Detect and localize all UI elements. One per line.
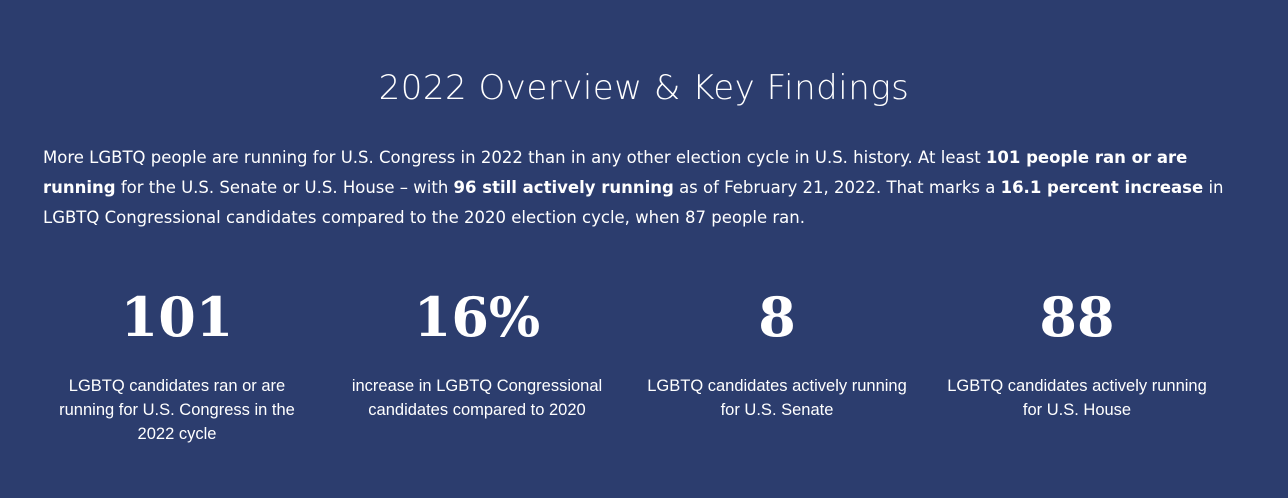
intro-highlight-percent: 16.1 percent increase: [1000, 178, 1204, 197]
stat-value: 16%: [413, 285, 541, 349]
stat-senate-candidates: 8 LGBTQ candidates actively running for …: [627, 286, 927, 422]
stat-total-candidates: 101 LGBTQ candidates ran or are running …: [27, 286, 327, 446]
stat-value: 88: [1039, 285, 1115, 349]
intro-paragraph: More LGBTQ people are running for U.S. C…: [43, 143, 1233, 233]
stat-value: 101: [120, 285, 234, 349]
stat-value: 8: [758, 285, 796, 349]
intro-highlight-101: 101 people ran or are running: [43, 148, 1188, 197]
intro-text-4: in LGBTQ Congressional candidates compar…: [43, 178, 1224, 227]
stat-label: LGBTQ candidates ran or are running for …: [59, 377, 295, 443]
stat-label: LGBTQ candidates actively running for U.…: [647, 377, 907, 419]
stat-percent-increase: 16% increase in LGBTQ Congressional cand…: [327, 286, 627, 422]
intro-text-3: as of February 21, 2022. That marks a: [673, 178, 1001, 197]
stat-label: LGBTQ candidates actively running for U.…: [947, 377, 1207, 419]
intro-highlight-96: 96 still actively running: [453, 178, 674, 197]
intro-text-2: for the U.S. Senate or U.S. House – with: [115, 178, 454, 197]
stat-label: increase in LGBTQ Congressional candidat…: [351, 377, 603, 419]
stat-house-candidates: 88 LGBTQ candidates actively running for…: [927, 286, 1227, 422]
section-title: 2022 Overview & Key Findings: [378, 68, 910, 108]
key-stats: 101 LGBTQ candidates ran or are running …: [27, 286, 1227, 466]
intro-text-1: More LGBTQ people are running for U.S. C…: [43, 148, 986, 167]
